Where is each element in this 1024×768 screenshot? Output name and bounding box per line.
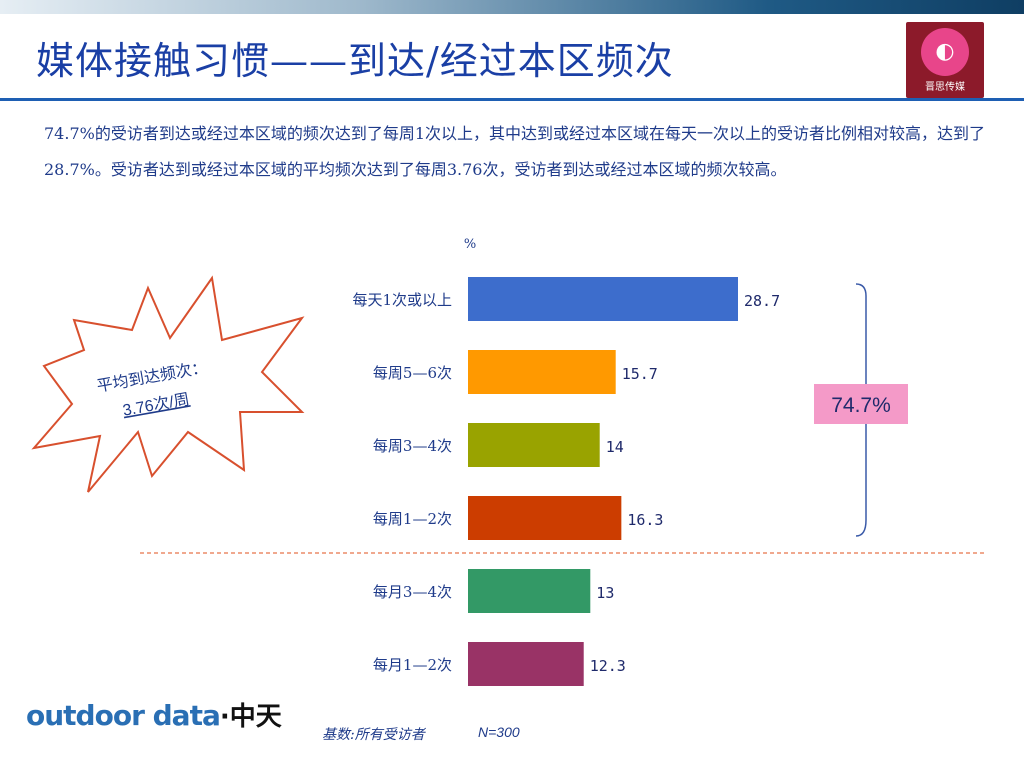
value-label-4: 16.3 <box>627 511 663 529</box>
footer-logo-part2: ·中天 <box>219 702 282 732</box>
bracket-label: 74.7% <box>831 394 891 417</box>
starburst-callout <box>31 275 305 493</box>
bar-2 <box>468 350 616 394</box>
bar-5 <box>468 569 591 613</box>
bar-4 <box>468 496 622 540</box>
base-n: N=300 <box>478 724 520 740</box>
category-label-4: 每周1—2次 <box>373 510 452 528</box>
page-title: 媒体接触习惯——到达/经过本区频次 <box>36 39 674 83</box>
axis-unit-label: % <box>464 237 476 252</box>
value-label-3: 14 <box>606 438 624 456</box>
footer-logo: outdoor data·中天 <box>26 696 286 744</box>
base-note: 基数:所有受访者 <box>322 727 425 743</box>
brand-logo-text: 晋思传媒 <box>925 81 965 93</box>
category-label-1: 每天1次或以上 <box>352 291 452 309</box>
category-label-5: 每月3—4次 <box>373 583 452 601</box>
value-label-5: 13 <box>596 584 614 602</box>
brand-logo-icon: ◐ <box>921 27 969 76</box>
title-rule <box>0 98 1024 101</box>
value-label-2: 15.7 <box>622 365 658 383</box>
category-label-6: 每月1—2次 <box>373 656 452 674</box>
category-label-3: 每周3—4次 <box>373 437 452 455</box>
value-label-1: 28.7 <box>744 292 780 310</box>
brand-logo: ◐ 晋思传媒 <box>906 22 984 98</box>
category-label-2: 每周5—6次 <box>373 364 452 382</box>
top-band <box>0 0 1024 14</box>
bar-3 <box>468 423 600 467</box>
bar-6 <box>468 642 584 686</box>
description-text: 74.7%的受访者到达或经过本区域的频次达到了每周1次以上，其中达到或经过本区域… <box>44 124 986 179</box>
value-label-6: 12.3 <box>590 657 626 675</box>
bar-1 <box>468 277 738 321</box>
bars-group: 每天1次或以上 28.7 每周5—6次 15.7 每周3—4次 14 每周1—2次 16.3 每… <box>352 277 780 686</box>
footer-logo-part1: outdoor data <box>26 699 221 732</box>
bracket-label-bg <box>814 384 908 424</box>
